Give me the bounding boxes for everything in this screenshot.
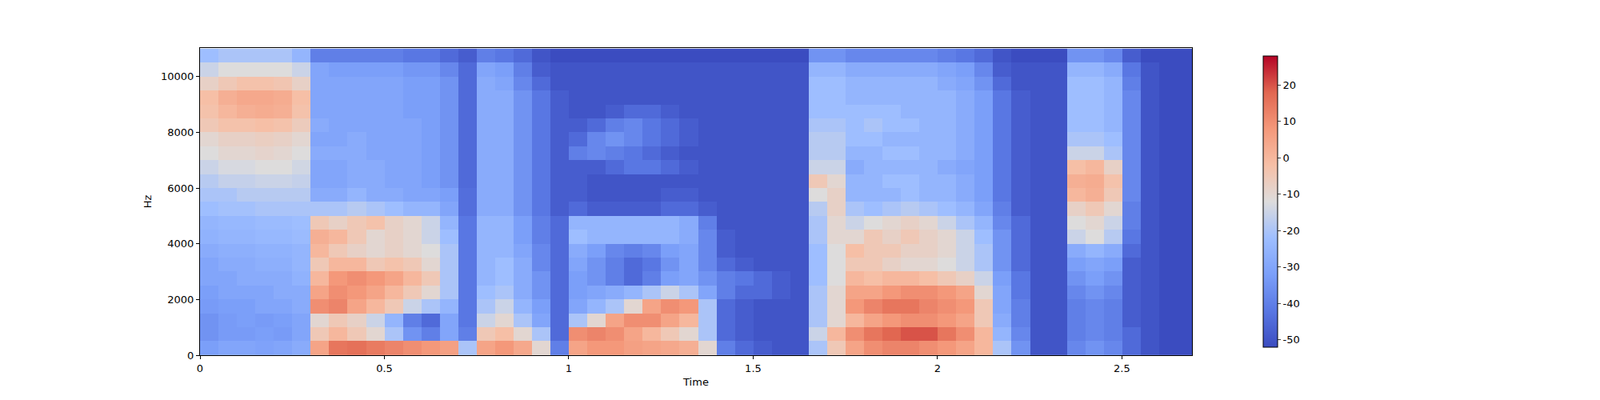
svg-text:-10: -10 bbox=[1283, 188, 1300, 200]
svg-text:1.5: 1.5 bbox=[744, 362, 762, 375]
svg-text:-40: -40 bbox=[1283, 297, 1300, 310]
svg-text:-20: -20 bbox=[1283, 224, 1300, 237]
svg-text:-30: -30 bbox=[1283, 260, 1300, 273]
svg-text:10000: 10000 bbox=[160, 70, 194, 83]
svg-text:1: 1 bbox=[565, 362, 572, 375]
svg-text:Time: Time bbox=[682, 376, 709, 388]
svg-text:Hz: Hz bbox=[141, 195, 154, 209]
svg-text:6000: 6000 bbox=[167, 182, 194, 195]
svg-text:10: 10 bbox=[1283, 115, 1297, 128]
svg-text:8000: 8000 bbox=[167, 126, 194, 139]
svg-text:0: 0 bbox=[1283, 152, 1290, 164]
svg-text:0: 0 bbox=[187, 349, 194, 362]
svg-text:4000: 4000 bbox=[167, 237, 194, 250]
svg-text:2.5: 2.5 bbox=[1113, 362, 1131, 375]
svg-text:0: 0 bbox=[196, 362, 204, 375]
svg-text:2000: 2000 bbox=[167, 293, 194, 306]
svg-text:20: 20 bbox=[1283, 79, 1297, 92]
svg-text:2: 2 bbox=[934, 362, 941, 375]
svg-text:0.5: 0.5 bbox=[376, 362, 393, 375]
svg-text:-50: -50 bbox=[1283, 333, 1300, 346]
